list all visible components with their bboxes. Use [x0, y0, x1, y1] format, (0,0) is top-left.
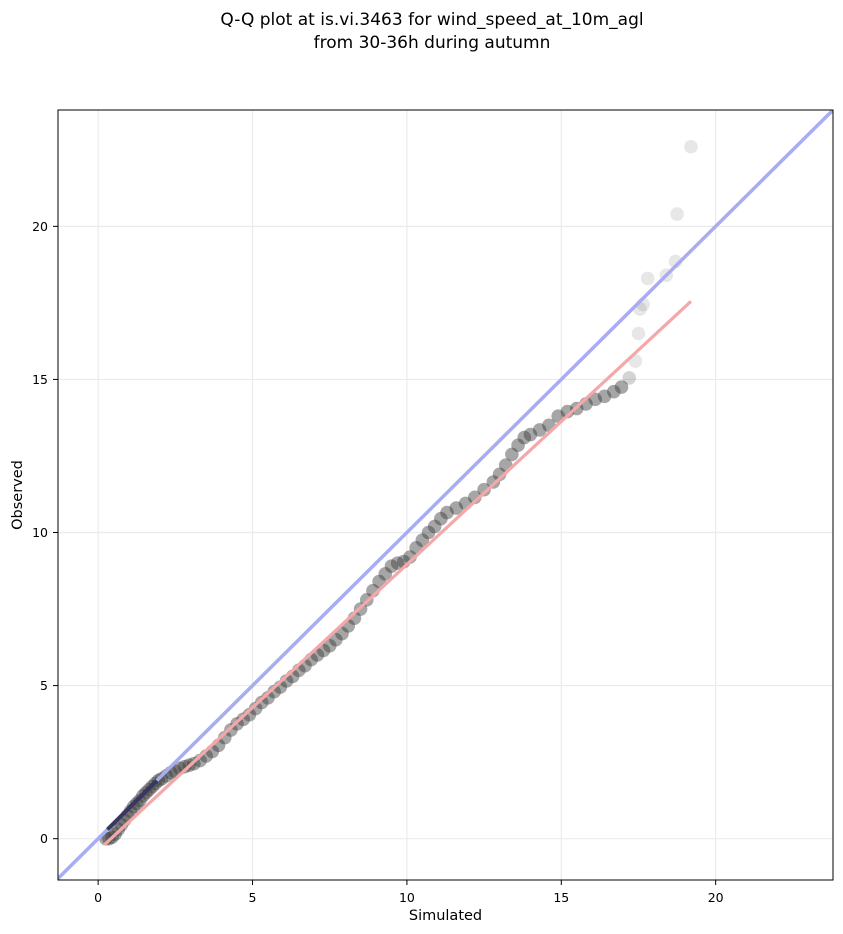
- data-point: [597, 389, 612, 404]
- data-point: [684, 139, 698, 154]
- y-tick-label: 15: [32, 372, 48, 387]
- data-point: [477, 482, 491, 497]
- data-point: [224, 723, 238, 737]
- data-point: [560, 404, 575, 419]
- data-point: [248, 701, 263, 716]
- data-point: [322, 638, 337, 653]
- data-point: [468, 490, 482, 505]
- plot-frame: [57, 109, 834, 881]
- data-point: [242, 707, 257, 722]
- lines-layer: [58, 110, 833, 880]
- plot-area: [58, 110, 833, 880]
- y-tick-label: 10: [32, 525, 48, 540]
- data-point: [254, 695, 269, 710]
- data-point: [133, 793, 147, 808]
- x-tick-label: 5: [249, 890, 257, 905]
- data-point: [523, 427, 538, 442]
- data-point: [517, 430, 532, 445]
- data-point: [588, 392, 603, 407]
- axis-ticks: 0 5 10 15 20 0 5 10 15 20: [32, 219, 724, 905]
- data-point: [670, 207, 684, 221]
- data-point: [449, 501, 464, 515]
- x-axis-label: Simulated: [409, 908, 482, 924]
- data-point: [415, 533, 430, 547]
- data-point: [390, 556, 405, 570]
- fit-line: [103, 300, 693, 846]
- data-point: [440, 505, 454, 520]
- chart-title-line-1: Q-Q plot at is.vi.3463 for wind_speed_at…: [220, 10, 643, 30]
- x-tick-label: 0: [94, 890, 102, 905]
- data-point: [154, 772, 169, 786]
- chart-title-line-2: from 30-36h during autumn: [314, 33, 551, 53]
- grid-lines: [58, 110, 833, 880]
- data-point: [236, 712, 251, 727]
- data-point: [505, 447, 519, 462]
- data-point: [335, 626, 349, 641]
- data-point: [532, 423, 547, 437]
- data-point: [267, 684, 281, 699]
- data-point: [111, 822, 126, 837]
- data-point: [434, 511, 448, 526]
- data-point: [421, 525, 436, 540]
- data-point: [631, 326, 646, 341]
- points-layer: [99, 139, 698, 846]
- x-tick-label: 15: [553, 890, 569, 905]
- data-point: [384, 559, 399, 573]
- data-point: [126, 799, 141, 814]
- identity-line-dense-segment: [105, 779, 159, 831]
- data-point: [622, 371, 637, 385]
- x-tick-label: 10: [399, 890, 415, 905]
- data-point: [511, 438, 525, 453]
- data-point: [606, 384, 621, 399]
- data-point: [177, 759, 192, 774]
- y-axis-label: Observed: [10, 460, 26, 530]
- data-point: [378, 567, 393, 581]
- identity-line: [58, 110, 833, 880]
- data-point: [427, 519, 442, 534]
- data-point: [640, 271, 655, 286]
- data-point: [129, 796, 144, 811]
- y-tick-label: 5: [40, 678, 48, 693]
- data-point: [614, 380, 629, 394]
- y-tick-label: 0: [40, 831, 48, 846]
- data-point: [372, 574, 386, 589]
- x-tick-label: 20: [708, 890, 724, 905]
- data-point: [329, 632, 343, 647]
- y-tick-label: 20: [32, 219, 48, 234]
- data-point: [492, 467, 507, 482]
